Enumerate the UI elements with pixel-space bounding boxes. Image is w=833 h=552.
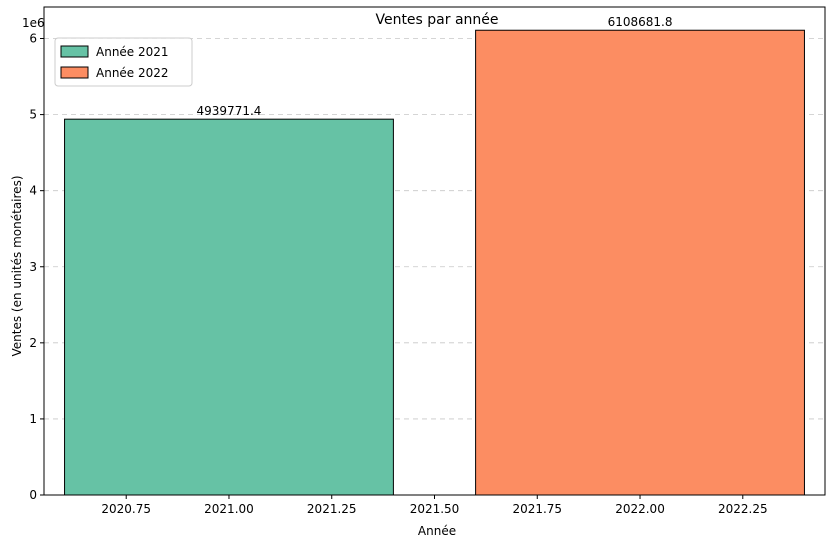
bar: [475, 29, 805, 496]
y-tick-label: 4: [29, 184, 37, 198]
bar-value-label: 6108681.8: [608, 15, 673, 29]
bar-value-labels: 4939771.4 6108681.8: [197, 15, 673, 118]
y-tick-label: 6: [29, 32, 37, 46]
y-tick-label: 3: [29, 260, 37, 274]
x-tick-label: 2021.50: [410, 502, 460, 516]
bar-value-label: 4939771.4: [197, 104, 262, 118]
x-tick-label: 2022.00: [615, 502, 665, 516]
x-axis-ticks: 2020.75 2021.00 2021.25 2021.50 2021.75 2022.…: [101, 495, 768, 516]
legend-swatch: [60, 66, 89, 79]
y-tick-label: 2: [29, 336, 37, 350]
y-tick-label: 1: [29, 412, 37, 426]
y-axis-label: Ventes (en unités monétaires): [10, 175, 24, 356]
legend-label: Année 2021: [96, 45, 169, 59]
bars: [64, 29, 805, 496]
x-tick-label: 2021.75: [512, 502, 562, 516]
y-tick-label: 0: [29, 488, 37, 502]
x-tick-label: 2021.00: [204, 502, 254, 516]
bar: [64, 118, 394, 496]
x-tick-label: 2022.25: [718, 502, 768, 516]
x-axis-label: Année: [418, 524, 456, 538]
y-axis-ticks: 0 1 2 3 4 5 6: [29, 32, 44, 502]
y-tick-label: 5: [29, 108, 37, 122]
y-offset-label: 1e6: [22, 16, 45, 30]
chart-title: Ventes par année: [375, 12, 498, 28]
x-tick-label: 2021.25: [307, 502, 357, 516]
legend-label: Année 2022: [96, 66, 169, 80]
x-tick-label: 2020.75: [101, 502, 151, 516]
legend-box: [54, 37, 193, 87]
legend-swatch: [60, 45, 89, 58]
legend: Année 2021 Année 2022: [54, 37, 193, 87]
